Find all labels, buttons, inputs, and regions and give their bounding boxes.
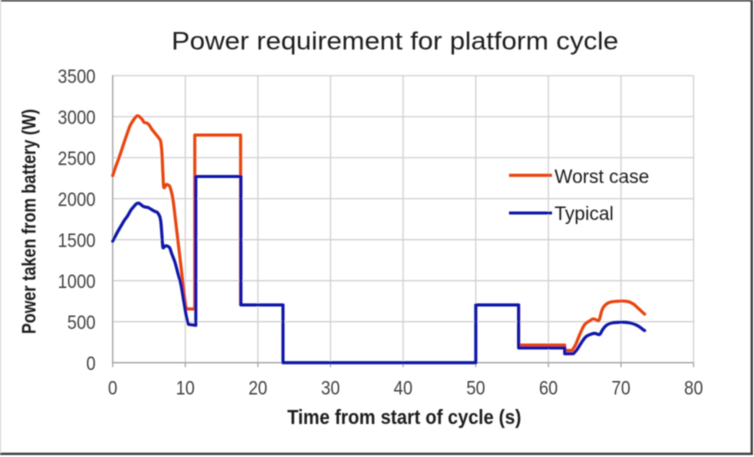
svg-text:Power taken from battery (W): Power taken from battery (W) <box>19 109 40 334</box>
svg-text:1500: 1500 <box>58 231 96 252</box>
svg-text:0: 0 <box>108 378 117 399</box>
svg-text:Time from start of cycle (s): Time from start of cycle (s) <box>287 407 521 429</box>
svg-text:Power requirement for platform: Power requirement for platform cycle <box>172 28 619 56</box>
svg-text:60: 60 <box>539 378 558 399</box>
svg-text:10: 10 <box>176 378 195 399</box>
svg-text:Worst case: Worst case <box>555 167 650 188</box>
svg-text:Typical: Typical <box>555 204 614 225</box>
svg-text:3000: 3000 <box>58 108 96 129</box>
svg-text:70: 70 <box>612 378 631 399</box>
svg-text:40: 40 <box>394 378 413 399</box>
svg-text:2500: 2500 <box>58 149 96 170</box>
svg-text:80: 80 <box>684 378 703 399</box>
svg-text:30: 30 <box>321 378 340 399</box>
svg-text:2000: 2000 <box>58 190 96 211</box>
svg-text:1000: 1000 <box>58 272 96 293</box>
svg-text:0: 0 <box>86 354 95 375</box>
svg-text:3500: 3500 <box>58 67 96 88</box>
svg-text:500: 500 <box>67 313 95 334</box>
svg-text:20: 20 <box>248 378 267 399</box>
svg-text:50: 50 <box>466 378 485 399</box>
